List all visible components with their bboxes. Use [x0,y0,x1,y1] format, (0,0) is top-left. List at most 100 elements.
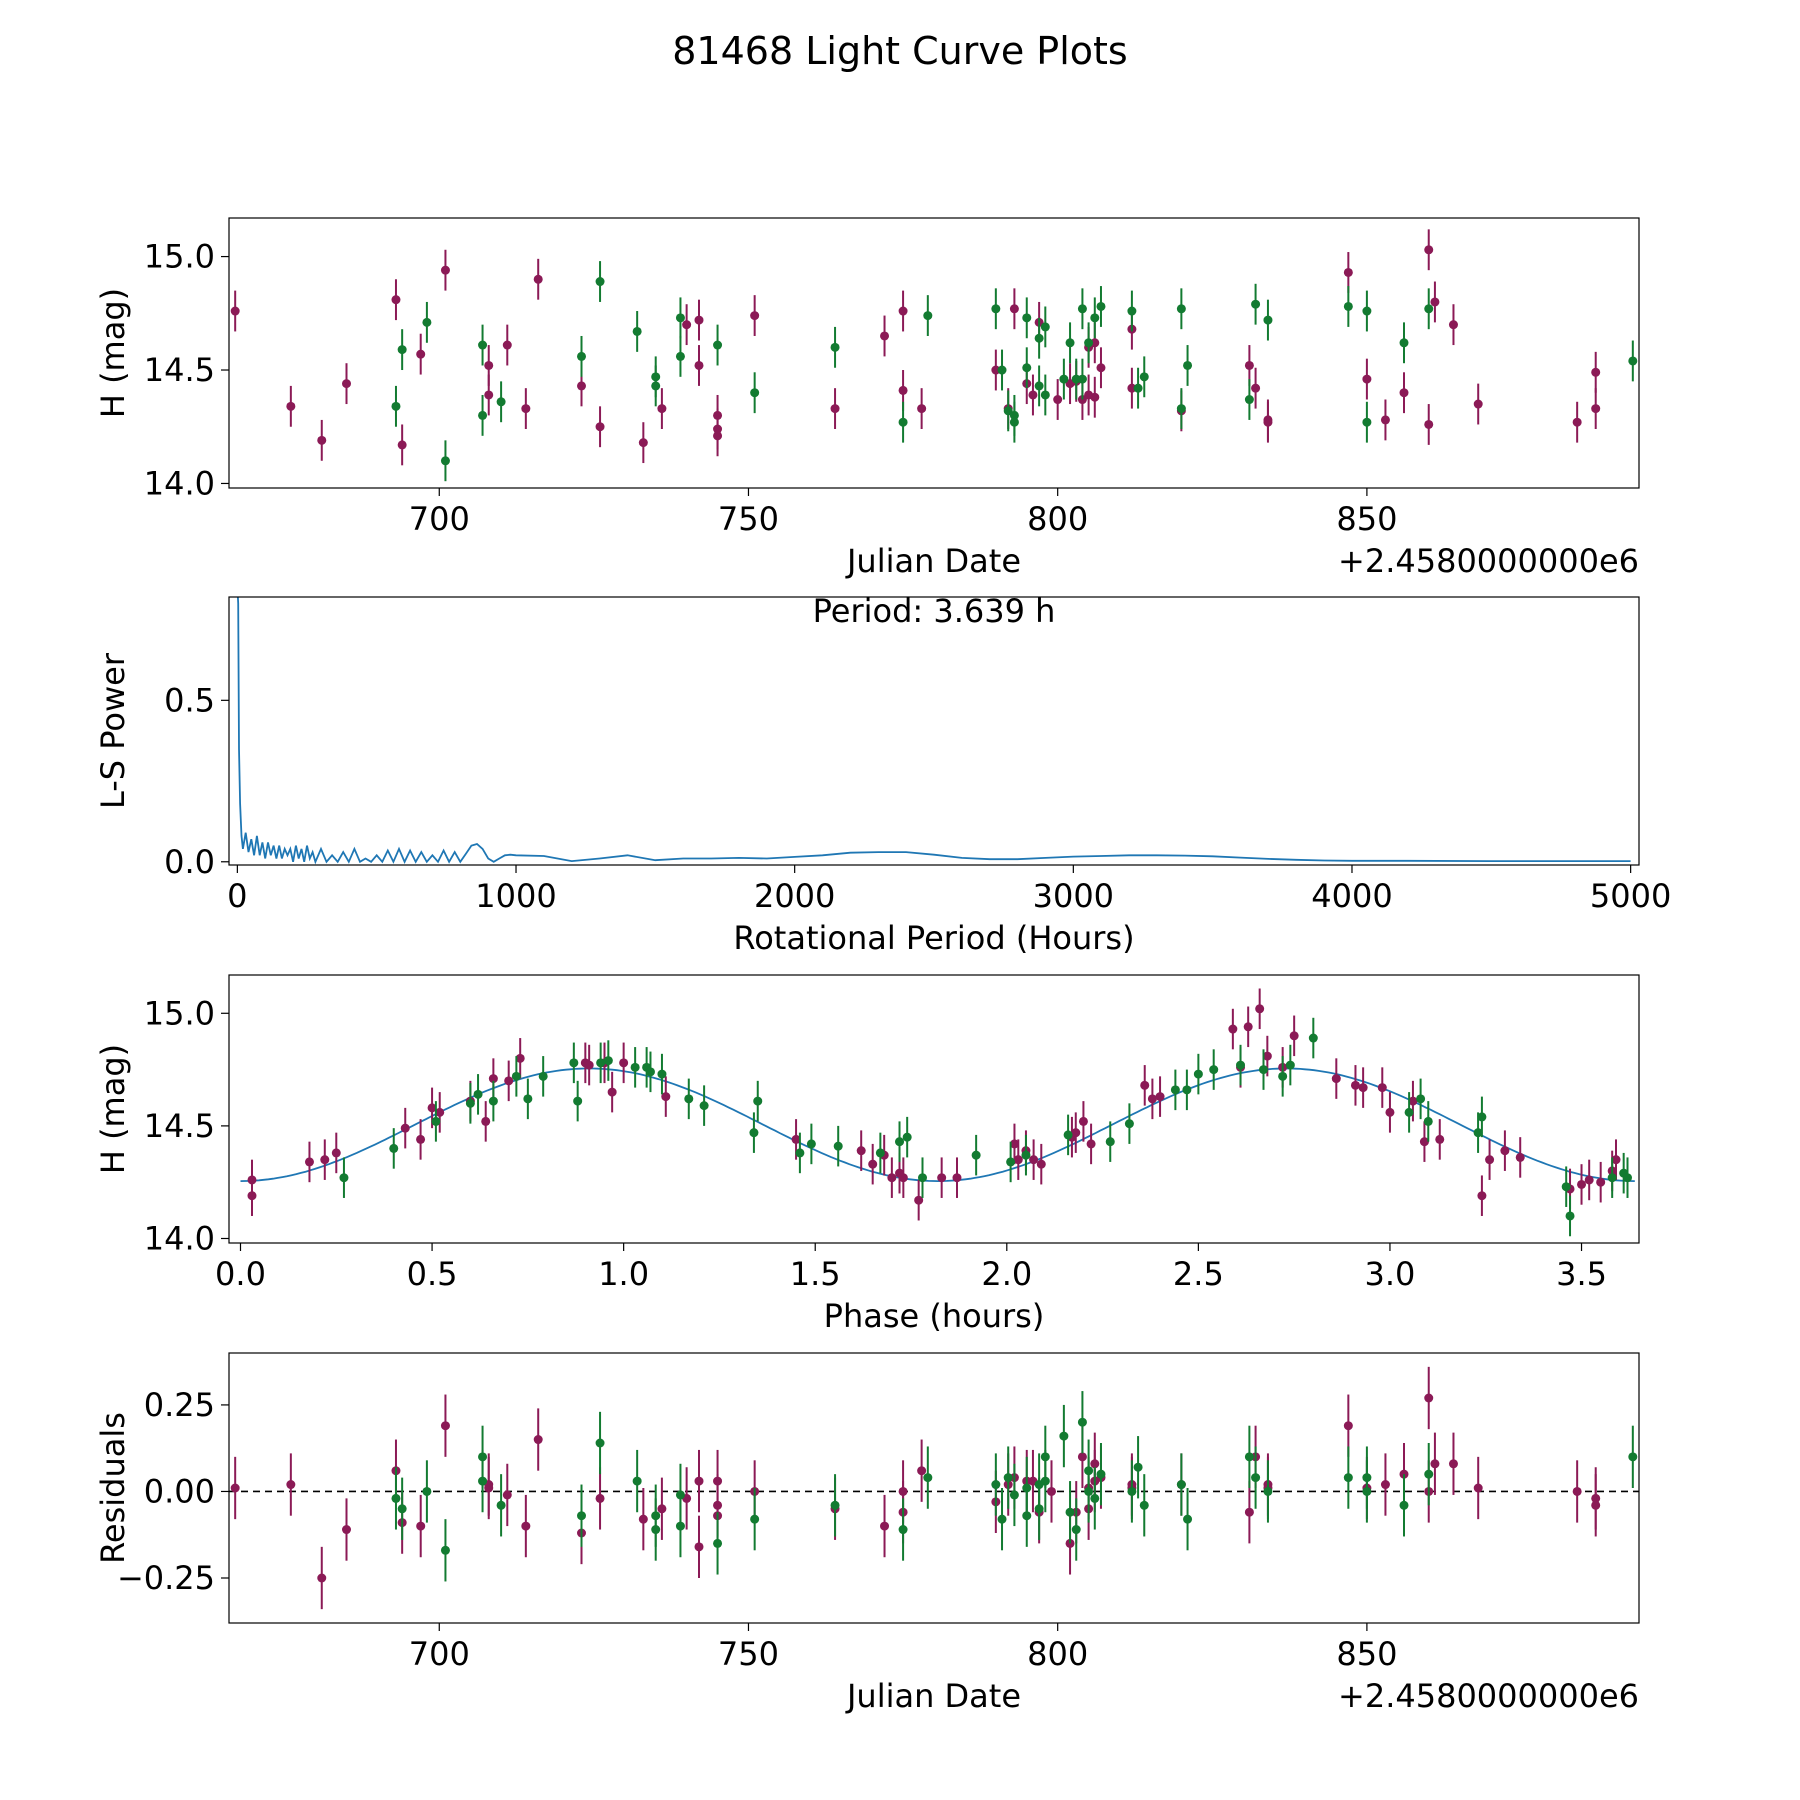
x-offset-label: +2.4580000000e6 [1338,542,1639,580]
maroon-data-point [1485,1155,1495,1165]
x-tick-label: 2000 [754,877,835,915]
maroon-data-point [1028,390,1038,400]
maroon-data-point [502,1490,512,1500]
maroon-data-point [1009,1139,1019,1149]
y-tick-label: 15.0 [144,994,215,1032]
green-data-point [1034,1504,1044,1514]
maroon-data-point [1090,338,1100,348]
maroon-data-point [791,1134,801,1144]
green-data-point [1096,301,1106,311]
maroon-data-point [750,311,760,321]
maroon-data-point [830,404,840,414]
maroon-data-point [1255,1004,1265,1014]
maroon-data-point [521,404,531,414]
green-data-point [1183,360,1193,370]
maroon-data-point [856,1146,866,1156]
maroon-data-point [1331,1074,1341,1084]
maroon-data-point [1611,1155,1621,1165]
maroon-data-point [440,1421,450,1431]
green-data-point [675,351,685,361]
green-data-point [1065,1507,1075,1517]
x-tick-label: 3000 [1033,877,1114,915]
maroon-data-point [1047,1486,1056,1496]
green-data-point [830,342,840,352]
green-data-point [713,1538,723,1548]
maroon-data-point [488,1074,498,1084]
green-data-point [1424,1469,1434,1479]
green-data-point [569,1058,579,1068]
green-data-point [1362,1486,1372,1496]
maroon-data-point [1262,1051,1272,1061]
maroon-data-point [991,365,1001,375]
green-data-point [488,1096,498,1106]
maroon-data-point [1385,1107,1395,1117]
green-data-point [1399,1500,1409,1510]
maroon-data-point [533,274,543,284]
maroon-data-point [595,1493,605,1503]
maroon-data-point [1244,360,1254,370]
green-data-point [830,1500,840,1510]
x-tick-label: 5000 [1590,877,1671,915]
green-data-point [991,304,1001,314]
green-data-point [923,1473,933,1483]
axes-frame [228,217,1640,489]
x-tick-label: 750 [718,500,779,538]
green-data-point [397,1504,407,1514]
maroon-data-point [230,306,240,316]
green-data-point [1623,1173,1633,1183]
maroon-data-point [657,404,667,414]
y-tick-label: 0.00 [144,1472,215,1510]
x-tick-label: 700 [409,500,470,538]
green-data-point [1251,299,1261,309]
green-data-point [1343,301,1353,311]
green-data-point [1285,1060,1295,1070]
axes-frame [228,1352,1640,1624]
x-axis-label: Phase (hours) [824,1297,1045,1335]
green-data-point [1021,1150,1031,1160]
green-data-point [1176,404,1186,414]
panel-residuals: Julian Date Residuals +2.4580000000e6 70… [94,1352,1640,1715]
maroon-data-point [1591,367,1601,377]
maroon-data-point [400,1123,410,1133]
green-data-point [1628,356,1638,366]
maroon-data-point [1424,245,1434,255]
green-data-point [1071,1525,1081,1535]
maroon-data-point [1408,1096,1418,1106]
y-axis-label: Residuals [94,1412,132,1564]
green-data-point [630,1062,640,1072]
green-data-point [478,340,488,350]
maroon-data-point [1086,1139,1096,1149]
maroon-data-point [607,1087,617,1097]
green-data-point [1259,1065,1269,1075]
maroon-data-point [1399,388,1409,398]
maroon-data-point [484,390,494,400]
maroon-data-point [1577,1179,1587,1189]
green-data-point [1244,395,1254,405]
x-tick-label: 2.0 [981,1255,1032,1293]
green-data-point [991,1480,1001,1490]
maroon-data-point [1155,1092,1165,1102]
green-data-point [1139,1500,1149,1510]
green-data-point [657,1069,667,1079]
green-data-point [1424,304,1434,314]
x-tick-label: 4000 [1311,877,1392,915]
green-data-point [1022,363,1032,373]
axes-frame [228,974,1640,1244]
plot-area [240,988,1635,1237]
periodogram-line [236,597,1631,865]
green-data-point [1090,1493,1100,1503]
y-tick-label: 0.5 [164,681,215,719]
maroon-data-point [1584,1175,1594,1185]
y-tick-label: −0.25 [117,1559,215,1597]
maroon-data-point [1448,1459,1458,1469]
maroon-data-point [1228,1024,1238,1034]
maroon-data-point [286,401,296,411]
green-data-point [1040,390,1050,400]
green-data-point [675,1521,685,1531]
maroon-data-point [504,1076,514,1086]
x-tick-label: 0.0 [215,1255,266,1293]
green-data-point [422,317,432,327]
green-data-point [699,1101,709,1111]
green-data-point [1244,1452,1254,1462]
